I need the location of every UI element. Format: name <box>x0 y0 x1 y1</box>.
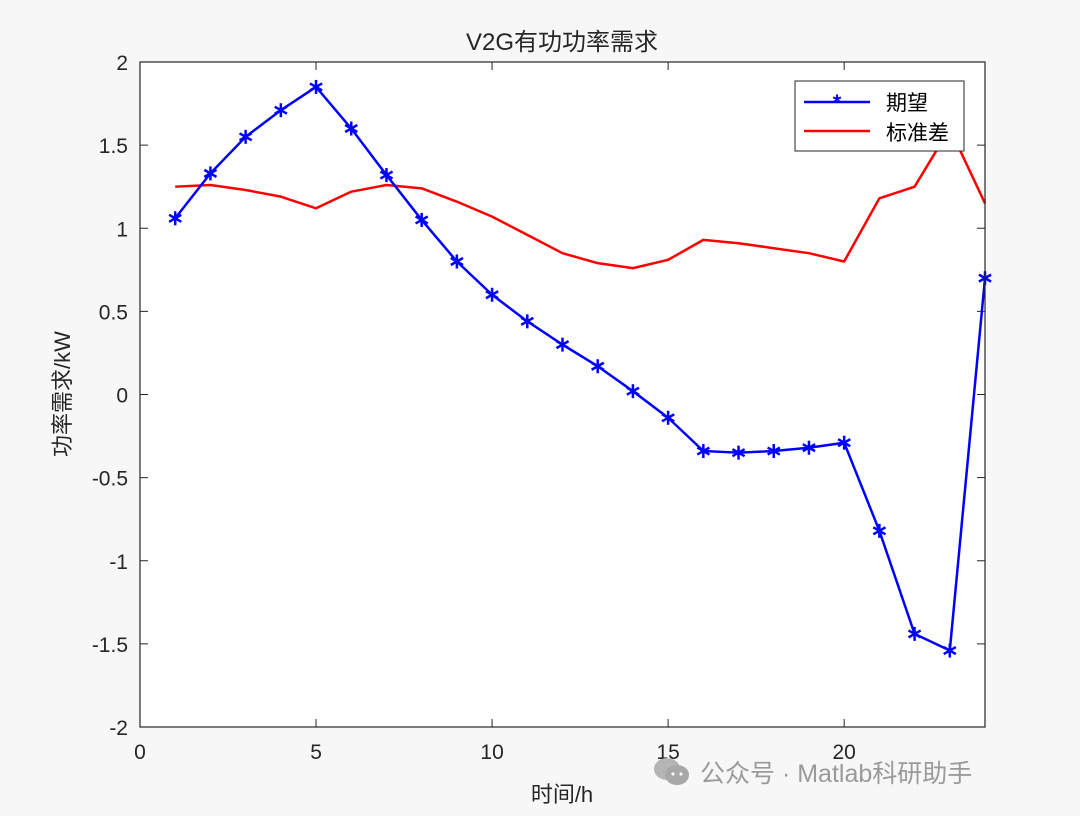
svg-text:-1.5: -1.5 <box>92 634 128 657</box>
wechat-icon <box>654 758 689 785</box>
svg-text:10: 10 <box>480 741 503 764</box>
axis-ticks: 0 5 10 15 20 -2 -1.5 -1 -0.5 0 0.5 1 1.5 2 <box>92 52 985 764</box>
legend: * 期望 标准差 <box>794 80 965 152</box>
svg-text:-0.5: -0.5 <box>92 468 128 491</box>
svg-text:15: 15 <box>656 741 679 764</box>
legend-label-expectation: 期望 <box>886 91 928 115</box>
svg-text:1.5: 1.5 <box>99 135 128 158</box>
legend-label-stddev: 标准差 <box>886 121 949 145</box>
data-series <box>168 79 992 658</box>
svg-text:5: 5 <box>310 741 322 764</box>
watermark-text: 公众号 · Matlab科研助手 <box>700 760 973 788</box>
svg-text:1: 1 <box>116 218 128 241</box>
asterisk-marker-icon: * <box>833 90 842 115</box>
watermark: 公众号 · Matlab科研助手 <box>652 754 972 790</box>
svg-text:20: 20 <box>832 741 855 764</box>
y-axis-label: 功率需求/kW <box>50 331 75 457</box>
svg-text:-2: -2 <box>109 717 128 740</box>
svg-text:0: 0 <box>134 741 146 764</box>
axes-box <box>139 61 986 728</box>
plot-area <box>140 62 985 727</box>
legend-box <box>794 80 965 152</box>
svg-text:-1: -1 <box>109 551 128 574</box>
svg-text:0: 0 <box>116 385 128 408</box>
x-axis-label: 时间/h <box>531 782 593 807</box>
svg-text:0.5: 0.5 <box>99 301 128 324</box>
chart-title: V2G有功功率需求 <box>466 29 658 56</box>
svg-text:2: 2 <box>116 52 128 75</box>
